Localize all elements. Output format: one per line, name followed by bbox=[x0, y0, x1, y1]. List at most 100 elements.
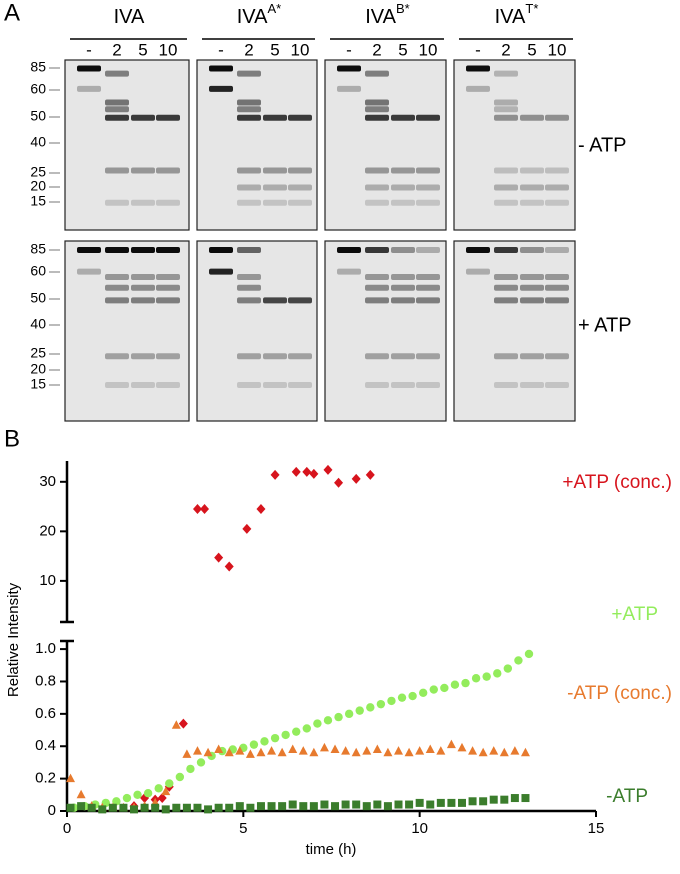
gel-band bbox=[365, 114, 389, 121]
gel-band bbox=[416, 184, 440, 191]
gel-band bbox=[494, 284, 518, 291]
gel-band bbox=[466, 85, 490, 92]
gel-band bbox=[365, 274, 389, 280]
gel-band bbox=[494, 353, 518, 360]
gel-band bbox=[288, 353, 312, 360]
gel-band bbox=[391, 274, 415, 280]
gel-band bbox=[263, 353, 287, 360]
point bbox=[524, 649, 534, 659]
lane-label: 5 bbox=[270, 40, 279, 59]
point bbox=[482, 672, 491, 681]
gel-band bbox=[156, 284, 180, 291]
point bbox=[130, 805, 139, 814]
gel-panel bbox=[196, 240, 318, 422]
point bbox=[309, 747, 319, 757]
group-name: IVA bbox=[237, 6, 268, 28]
lane-label: 5 bbox=[398, 40, 407, 59]
gel-band bbox=[131, 353, 155, 360]
gel-band bbox=[237, 99, 261, 106]
point bbox=[225, 803, 234, 812]
point bbox=[387, 696, 396, 706]
point bbox=[426, 800, 435, 809]
gel-band bbox=[365, 382, 389, 388]
point bbox=[365, 469, 375, 480]
lane-label: - bbox=[346, 40, 352, 59]
point bbox=[292, 727, 301, 736]
point bbox=[154, 784, 163, 793]
point bbox=[457, 742, 467, 752]
point bbox=[140, 803, 149, 812]
point bbox=[277, 747, 287, 757]
gel-band bbox=[105, 247, 129, 253]
gel-band bbox=[131, 167, 155, 174]
gel-band bbox=[237, 167, 261, 174]
point bbox=[514, 656, 523, 665]
gel-band bbox=[156, 353, 180, 360]
point bbox=[468, 746, 478, 755]
gel-panel bbox=[64, 59, 190, 231]
gel-band bbox=[494, 167, 518, 174]
point bbox=[267, 802, 276, 811]
gel-band bbox=[288, 199, 312, 206]
gel-band bbox=[545, 184, 569, 191]
gel-band bbox=[416, 114, 440, 121]
point bbox=[119, 803, 128, 812]
lane-label: 5 bbox=[527, 40, 536, 59]
gel-band bbox=[156, 274, 180, 280]
point bbox=[214, 552, 224, 563]
gel-band bbox=[156, 114, 180, 121]
marker-label: 25 bbox=[30, 345, 46, 361]
point bbox=[192, 504, 202, 515]
gel-band bbox=[288, 114, 312, 121]
gel-band bbox=[209, 268, 233, 275]
gel-band bbox=[237, 114, 261, 121]
point bbox=[383, 747, 393, 757]
point bbox=[404, 747, 414, 757]
gel-band bbox=[237, 353, 261, 360]
gel-band bbox=[365, 199, 389, 206]
gel-band bbox=[416, 284, 440, 291]
marker-label: 40 bbox=[30, 134, 46, 150]
marker-label: 50 bbox=[30, 108, 46, 124]
point bbox=[224, 747, 234, 757]
point bbox=[334, 477, 344, 488]
gel-band bbox=[545, 284, 569, 291]
point bbox=[246, 803, 255, 812]
gel-band bbox=[494, 99, 518, 106]
group-superscript: B* bbox=[396, 1, 410, 16]
lane-label: - bbox=[475, 40, 481, 59]
gel-band bbox=[237, 106, 261, 113]
gel-band bbox=[416, 274, 440, 280]
gel-band bbox=[545, 353, 569, 360]
point bbox=[351, 473, 361, 484]
gel-band bbox=[520, 114, 544, 121]
point bbox=[471, 674, 481, 683]
gel-band bbox=[263, 297, 287, 304]
marker-label: 50 bbox=[30, 290, 46, 306]
gel-band bbox=[391, 167, 415, 174]
gel-band bbox=[520, 284, 544, 291]
marker-label: 60 bbox=[30, 81, 46, 97]
point bbox=[429, 685, 438, 694]
point bbox=[372, 744, 382, 753]
gel-band bbox=[105, 382, 129, 388]
y-tick-label: 0.8 bbox=[35, 672, 56, 689]
marker-label: 15 bbox=[30, 193, 46, 209]
point bbox=[468, 797, 477, 806]
gel-band bbox=[545, 114, 569, 121]
point bbox=[394, 800, 403, 809]
gel-panel bbox=[453, 59, 576, 231]
gel-band bbox=[105, 297, 129, 304]
group-name: IVA bbox=[365, 6, 396, 28]
gel-band bbox=[545, 274, 569, 280]
gel-band bbox=[237, 284, 261, 291]
x-tick-label: 0 bbox=[63, 820, 71, 837]
point bbox=[302, 466, 312, 477]
x-tick-label: 5 bbox=[239, 820, 247, 837]
lane-label: - bbox=[86, 40, 92, 59]
gel-band bbox=[416, 297, 440, 304]
point bbox=[256, 504, 266, 515]
gel-band bbox=[209, 85, 233, 92]
point bbox=[143, 788, 153, 798]
gel-band bbox=[545, 297, 569, 304]
